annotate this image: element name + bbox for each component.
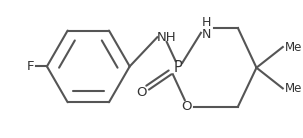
Text: H
N: H N [202, 16, 211, 41]
Text: O: O [136, 86, 146, 99]
Text: O: O [181, 100, 192, 113]
Text: Me: Me [285, 41, 302, 54]
Text: P: P [173, 60, 182, 75]
Text: Me: Me [285, 82, 302, 95]
Text: NH: NH [157, 31, 177, 44]
Text: F: F [26, 60, 34, 73]
